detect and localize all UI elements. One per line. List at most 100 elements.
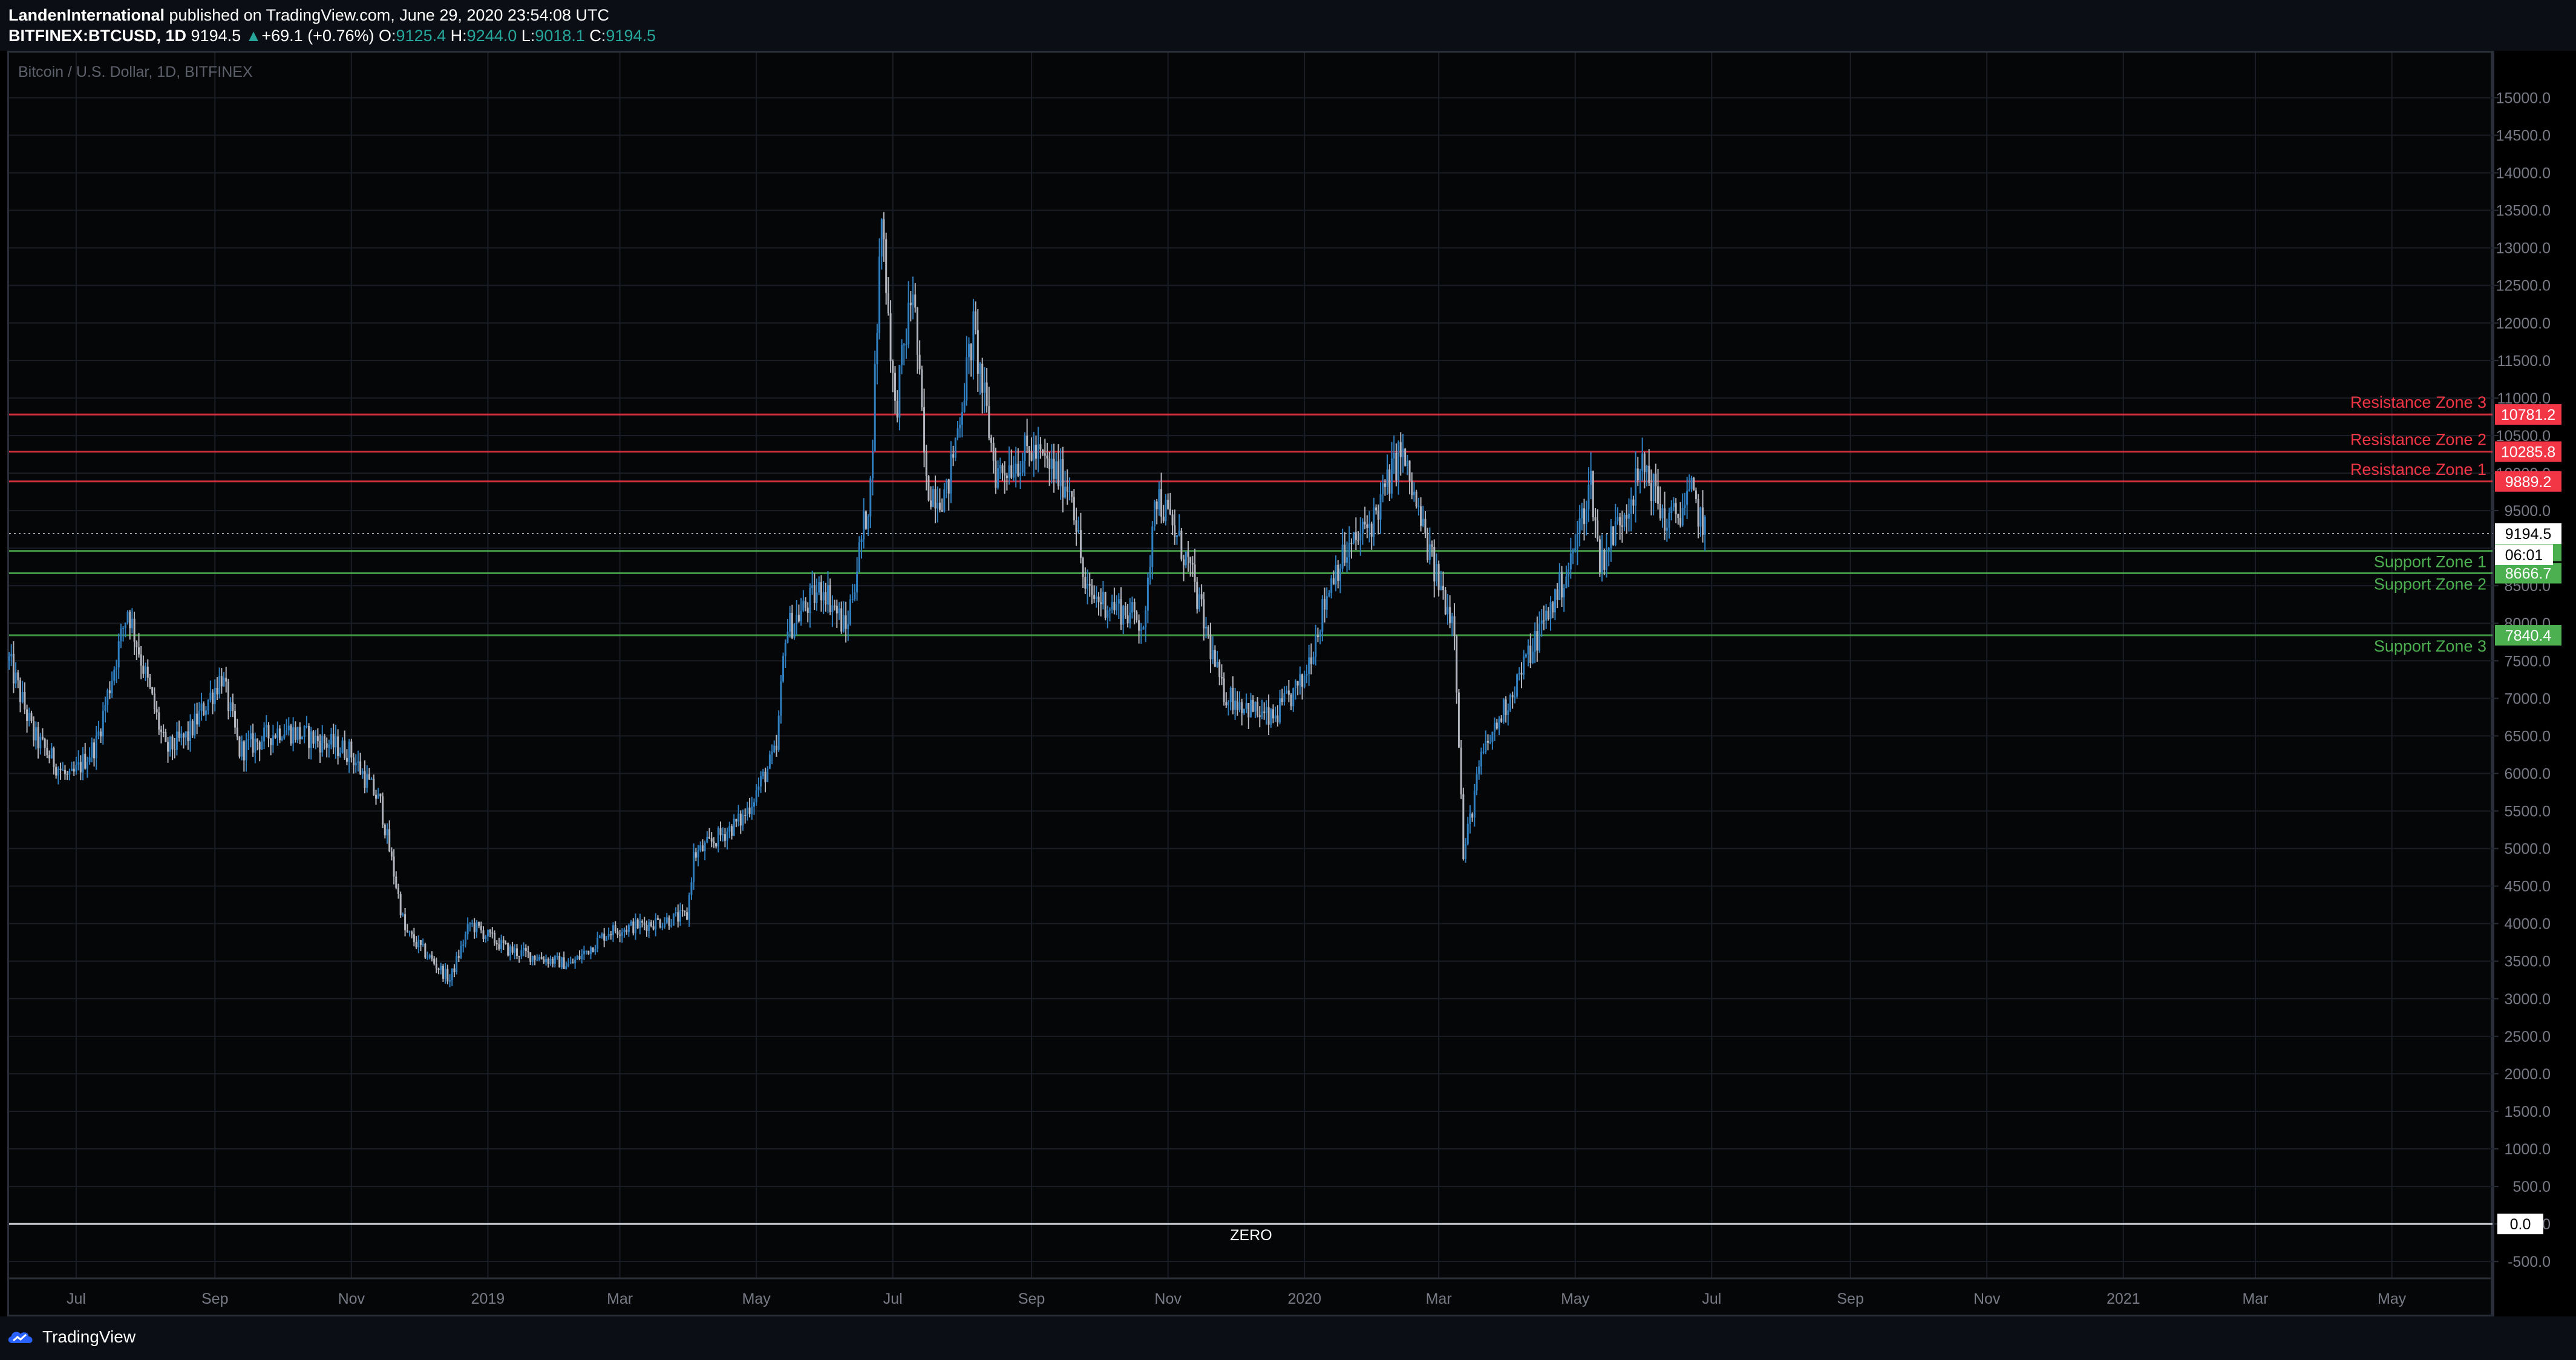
candle-body: [451, 968, 453, 981]
candle-body: [276, 728, 279, 738]
candle-body: [1621, 525, 1623, 527]
zone-price-label-bg: [2495, 441, 2561, 462]
candle-body: [1053, 459, 1055, 479]
candle-body: [764, 771, 767, 783]
candle-body: [1281, 698, 1283, 702]
candle-body: [357, 761, 359, 763]
tradingview-logo[interactable]: TradingView: [6, 1327, 136, 1347]
candle-body: [1286, 690, 1288, 694]
candle-body: [739, 813, 742, 826]
candle-body: [399, 894, 402, 916]
candle-body: [1165, 500, 1167, 521]
author-name[interactable]: LandenInternational: [8, 6, 165, 24]
candle-body: [952, 454, 955, 458]
candle-body: [1229, 687, 1232, 702]
candle-body: [131, 618, 133, 629]
candle-body: [829, 585, 831, 612]
chart-pane[interactable]: [7, 51, 2493, 1316]
candle-body: [851, 598, 854, 600]
candle-body: [755, 790, 757, 803]
candle-body: [145, 666, 147, 674]
candle-body: [1552, 602, 1554, 613]
candle-body: [66, 774, 68, 776]
candle-body: [1606, 550, 1608, 570]
candle-body: [129, 612, 131, 629]
candle-body: [415, 942, 417, 947]
candle-body: [898, 365, 901, 418]
candle-body: [1028, 446, 1030, 453]
candle-body: [780, 681, 782, 716]
candle-body: [26, 709, 28, 721]
candle-body: [1236, 700, 1238, 710]
candle-body: [706, 837, 708, 843]
candle-body: [1257, 701, 1259, 716]
candle-body: [1079, 530, 1082, 558]
candle-body: [742, 815, 744, 826]
candle-body: [1480, 751, 1482, 767]
candle-body: [1487, 740, 1489, 743]
candle-body: [1632, 499, 1635, 506]
candle-body: [328, 744, 330, 748]
candle-body: [1357, 540, 1359, 541]
zone-price-label-bg: [2495, 471, 2561, 492]
candle-body: [229, 702, 232, 711]
candle-body: [753, 802, 755, 807]
candle-body: [44, 739, 46, 748]
candle-body: [440, 966, 442, 970]
candle-body: [212, 692, 214, 704]
candle-body: [1688, 489, 1690, 491]
candle-body: [486, 930, 489, 937]
candle-body: [813, 585, 816, 603]
candle-body: [1252, 699, 1254, 712]
candle-body: [1274, 715, 1277, 719]
candle-body: [1386, 469, 1388, 487]
candle-body: [393, 856, 395, 877]
candle-body: [523, 948, 525, 950]
candle-body: [1200, 594, 1203, 600]
y-tick-label: 5000.0: [2505, 841, 2551, 858]
candle-body: [1646, 466, 1648, 472]
candle-body: [567, 963, 570, 967]
candle-body: [1075, 520, 1077, 532]
candle-body: [1265, 707, 1267, 713]
candle-body: [1131, 602, 1133, 613]
candle-body: [321, 736, 324, 753]
zone-name: Resistance Zone 1: [2350, 460, 2486, 479]
candle-body: [1321, 599, 1324, 632]
candle-body: [724, 834, 726, 841]
candle-body: [912, 294, 914, 306]
candle-body: [797, 615, 800, 622]
candle-body: [1424, 518, 1427, 534]
candle-body: [1377, 510, 1379, 520]
candle-body: [934, 489, 937, 509]
candle-body: [124, 623, 126, 629]
candlestick-chart[interactable]: ZERO Resistance Zone 3 Resistance Zone 2 Re…: [0, 0, 2576, 1316]
candle-body: [1554, 589, 1556, 613]
symbol-label[interactable]: BITFINEX:BTCUSD, 1D: [8, 27, 187, 45]
candle-body: [175, 731, 178, 750]
candle-body: [1523, 656, 1525, 675]
candle-body: [411, 931, 413, 935]
candle-body: [1241, 702, 1243, 714]
candle-body: [578, 956, 581, 960]
candle-body: [652, 926, 655, 930]
y-tick-label: 3500.0: [2505, 953, 2551, 970]
candle-body: [697, 850, 699, 858]
candle-body: [1126, 615, 1129, 624]
candle-body: [992, 443, 995, 461]
tradingview-cloud-icon: [8, 1332, 33, 1343]
candle-body: [495, 943, 498, 944]
candle-body: [590, 947, 592, 955]
zone-price-label: 7840.4: [2505, 627, 2552, 644]
y-tick-label: 13500.0: [2496, 203, 2551, 220]
candle-body: [1044, 453, 1046, 456]
candle-body: [1543, 620, 1545, 622]
candle-body: [1578, 518, 1581, 534]
price-axis[interactable]: [2493, 51, 2576, 1316]
candle-body: [1648, 466, 1650, 483]
y-tick-label: 2500.0: [2505, 1028, 2551, 1045]
candle-body: [1339, 569, 1341, 581]
y-tick-label: 15000.0: [2496, 90, 2551, 106]
candle-body: [117, 641, 120, 668]
y-tick-label: 1000.0: [2505, 1141, 2551, 1158]
